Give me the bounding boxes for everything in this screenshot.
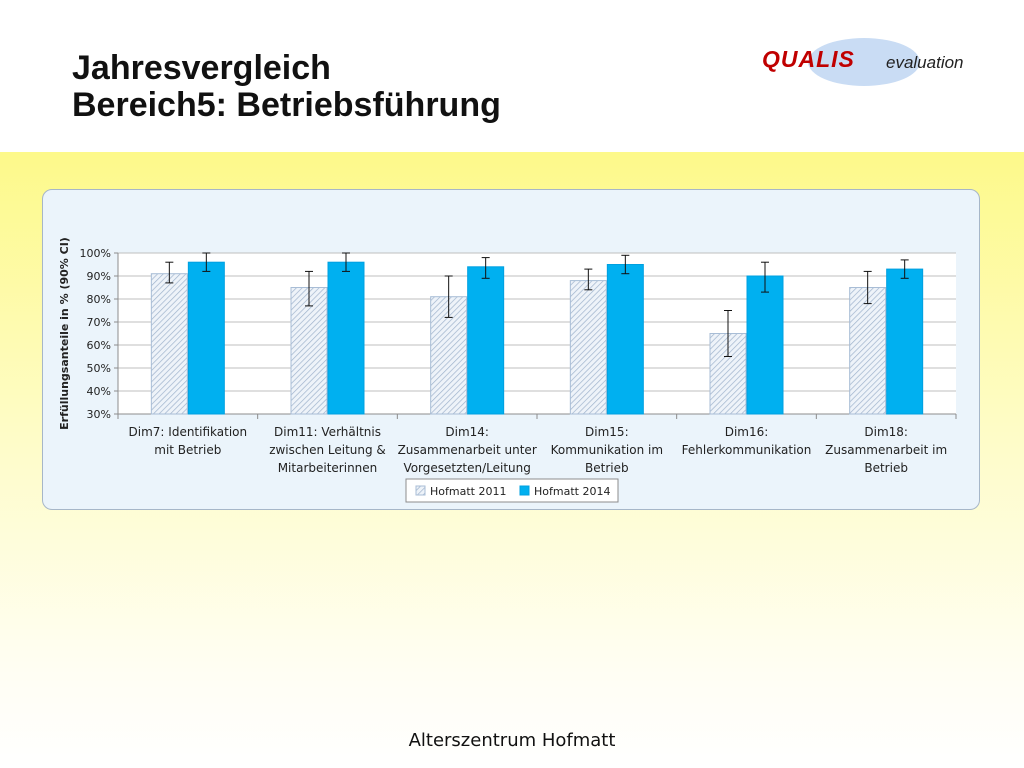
category-label-line: Fehlerkommunikation <box>682 443 812 457</box>
logo-ellipse <box>808 38 920 86</box>
category-label-line: Dim14: <box>445 425 489 439</box>
y-tick-label: 30% <box>87 408 111 421</box>
category-label: Dim14: Zusammenarbeit unter Vorgesetzten/L… <box>398 425 537 475</box>
chart-panel: 30% 40% 50% 60% 70% 80% 90% 100% Dim7: Identifik… <box>42 189 980 510</box>
category-label-line: Dim18: <box>864 425 908 439</box>
bar-2014 <box>606 264 644 415</box>
title-line-1: Jahresvergleich <box>72 49 331 87</box>
bar-2014 <box>187 261 225 415</box>
category-label: Dim15: Kommunikation im Betrieb <box>551 425 663 475</box>
category-label-line: Betrieb <box>585 461 629 475</box>
logo-sub-text: evaluation <box>886 53 964 72</box>
y-tick-label: 70% <box>87 316 111 329</box>
y-tick-label: 80% <box>87 293 111 306</box>
category-label-line: Zusammenarbeit unter <box>398 443 537 457</box>
y-tick-label: 90% <box>87 270 111 283</box>
y-tick-label: 50% <box>87 362 111 375</box>
category-label-line: Vorgesetzten/Leitung <box>403 461 530 475</box>
title-line-2: Bereich5: Betriebsführung <box>72 86 501 124</box>
category-label-line: Dim7: Identifikation <box>129 425 248 439</box>
bar-2011 <box>569 280 607 415</box>
category-label-line: Kommunikation im <box>551 443 663 457</box>
y-axis-label: Erfüllungsanteile in % (90% CI) <box>58 237 71 430</box>
category-label: Dim16: Fehlerkommunikation <box>682 425 812 457</box>
category-label-line: Betrieb <box>864 461 908 475</box>
bar-2011 <box>150 273 188 415</box>
plot-area <box>118 253 956 414</box>
legend-label-2014: Hofmatt 2014 <box>534 485 610 498</box>
category-label-line: mit Betrieb <box>154 443 221 457</box>
qualis-logo: QUALIS evaluation <box>756 36 986 88</box>
category-label-line: zwischen Leitung & <box>269 443 386 457</box>
legend-swatch-2014 <box>519 485 530 496</box>
legend-label-2011: Hofmatt 2011 <box>430 485 506 498</box>
logo-main-text: QUALIS <box>762 46 855 72</box>
bar-2014 <box>746 275 784 415</box>
legend-box <box>405 478 619 503</box>
category-label-line: Dim15: <box>585 425 629 439</box>
bar-2014 <box>327 261 365 415</box>
category-label-line: Dim16: <box>725 425 769 439</box>
category-label: Dim18: Zusammenarbeit im Betrieb <box>825 425 947 475</box>
slide-title: Jahresvergleich Bereich5: Betriebsführun… <box>72 50 501 124</box>
y-tick-label: 60% <box>87 339 111 352</box>
category-label-line: Mitarbeiterinnen <box>278 461 378 475</box>
y-tick-label: 40% <box>87 385 111 398</box>
bar-2014 <box>467 266 505 415</box>
bar-2011 <box>849 287 887 415</box>
legend-swatch-2011 <box>415 485 426 496</box>
category-label-line: Dim11: Verhältnis <box>274 425 381 439</box>
category-label: Dim7: Identifikation mit Betrieb <box>129 425 248 457</box>
y-tick-label: 100% <box>80 247 111 260</box>
footer-text: Alterszentrum Hofmatt <box>408 730 616 751</box>
category-label-line: Zusammenarbeit im <box>825 443 947 457</box>
bar-chart: 30% 40% 50% 60% 70% 80% 90% 100% Dim7: Identifik… <box>58 237 957 503</box>
bar-2014 <box>886 268 924 415</box>
bar-2011 <box>290 287 328 415</box>
category-label: Dim11: Verhältnis zwischen Leitung & Mitar… <box>269 425 386 475</box>
